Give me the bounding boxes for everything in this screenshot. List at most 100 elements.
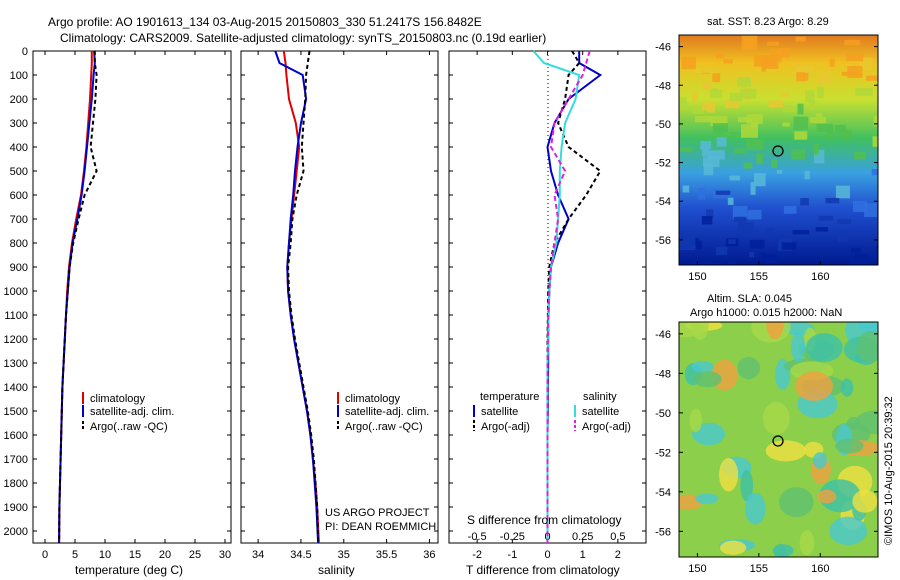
map-cell (728, 260, 736, 265)
map-lat-label: -56 (655, 526, 671, 538)
map-blob (856, 330, 878, 363)
map-lat-label: -48 (655, 368, 671, 380)
map-cell (712, 73, 721, 83)
sla-map-frame (678, 321, 879, 558)
s-difference-tick-label: 0.5 (610, 531, 625, 543)
map-blob (718, 457, 739, 492)
map-cell (682, 185, 690, 193)
map-cell (741, 35, 758, 50)
temperature-xlabel: temperature (deg C) (75, 563, 183, 577)
temperature-profiles (58, 50, 98, 544)
sst-map-title: sat. SST: 8.23 Argo: 8.29 (707, 16, 829, 28)
temperature-panel (32, 50, 232, 544)
map-cell (702, 102, 709, 111)
legend-label: satellite (582, 406, 619, 418)
depth-tick-label: 600 (10, 190, 28, 202)
map-cell (746, 138, 764, 150)
legend-label: climatology (90, 393, 146, 405)
depth-tick-label: 300 (10, 118, 28, 130)
map-cell (679, 147, 693, 153)
map-cell (700, 140, 712, 150)
map-cell (710, 116, 728, 127)
map-cell (754, 173, 766, 187)
map-cell (698, 187, 706, 200)
map-blob (855, 410, 878, 435)
map-blob (772, 544, 794, 557)
map-cell (813, 149, 825, 164)
sla-map-title1: Altim. SLA: 0.045 (707, 293, 792, 305)
salinity-panel (240, 50, 439, 544)
map-cell (734, 148, 746, 154)
map-cell (783, 205, 797, 214)
temperature-tick-label: 20 (159, 549, 171, 561)
depth-tick-label: 1100 (4, 310, 28, 322)
map-cell (750, 182, 756, 195)
map-cell (873, 115, 878, 127)
temperature-tick-label: 10 (99, 549, 111, 561)
salinity-xlabel: salinity (318, 563, 355, 577)
salinity-x-axis: 34 34.5 35 35.5 36 (252, 51, 436, 561)
map-blob (812, 452, 827, 469)
map-blob (765, 440, 807, 462)
map-blob (762, 402, 790, 435)
legend-s-title: salinity (583, 391, 617, 403)
map-cell (816, 123, 833, 132)
map-cell (815, 227, 828, 232)
salinity-tick-label: 36 (423, 549, 435, 561)
legend-label: Argo(..raw -QC) (90, 421, 168, 433)
map-cell (716, 246, 728, 255)
map-cell (692, 92, 698, 103)
map-cell (837, 231, 848, 242)
sla-map (679, 322, 878, 557)
map-cell (871, 169, 878, 176)
legend-label: Argo(-adj) (481, 421, 530, 433)
temperature-tick-label: 5 (72, 549, 78, 561)
map-blob (817, 489, 837, 504)
legend-label: satellite (481, 406, 518, 418)
map-cell (737, 222, 754, 234)
map-cell (691, 106, 705, 114)
series-line (58, 51, 93, 544)
map-lat-label: -56 (655, 235, 671, 247)
map-cell (844, 39, 861, 46)
map-cell (797, 103, 804, 115)
map-lat-label: -46 (655, 42, 671, 54)
map-lat-label: -48 (655, 80, 671, 92)
map-cell (729, 132, 740, 138)
depth-tick-label: 800 (10, 238, 28, 250)
map-cell (782, 106, 795, 113)
map-lon-label: 150 (688, 271, 706, 283)
difference-tick-label: 1 (580, 549, 586, 561)
map-blob (691, 322, 709, 340)
map-lat-label: -52 (655, 447, 671, 459)
salinity-tick-label: 34 (252, 549, 264, 561)
map-cell (712, 87, 718, 93)
temperature-tick-label: 30 (219, 549, 231, 561)
map-cell (715, 190, 731, 195)
map-lon-label: 160 (811, 563, 829, 575)
salinity-tick-label: 35.5 (376, 549, 397, 561)
temperature-tick-label: 0 (42, 549, 48, 561)
map-blob (740, 470, 754, 502)
map-cell (841, 129, 853, 140)
legend-label: climatology (345, 393, 401, 405)
map-blob (852, 489, 878, 513)
map-cell (825, 197, 840, 204)
map-cell (716, 54, 725, 59)
map-cell (865, 75, 878, 81)
map-cell (701, 216, 713, 225)
difference-x-axis: -2 -1 0 1 2 (472, 51, 621, 561)
legend-t-title: temperature (480, 391, 539, 403)
map-cell (875, 245, 878, 258)
header-line1: Argo profile: AO 1901613_134 03-Aug-2015… (48, 15, 482, 29)
depth-tick-label: 200 (10, 94, 28, 106)
map-cell (723, 59, 733, 64)
argo-position-marker (772, 145, 784, 157)
series-line (546, 51, 603, 543)
map-cell (809, 100, 815, 110)
map-cell (725, 99, 740, 109)
map-cell (679, 97, 687, 111)
series-line (532, 50, 581, 543)
map-cell (706, 102, 716, 113)
map-cell (701, 147, 710, 157)
